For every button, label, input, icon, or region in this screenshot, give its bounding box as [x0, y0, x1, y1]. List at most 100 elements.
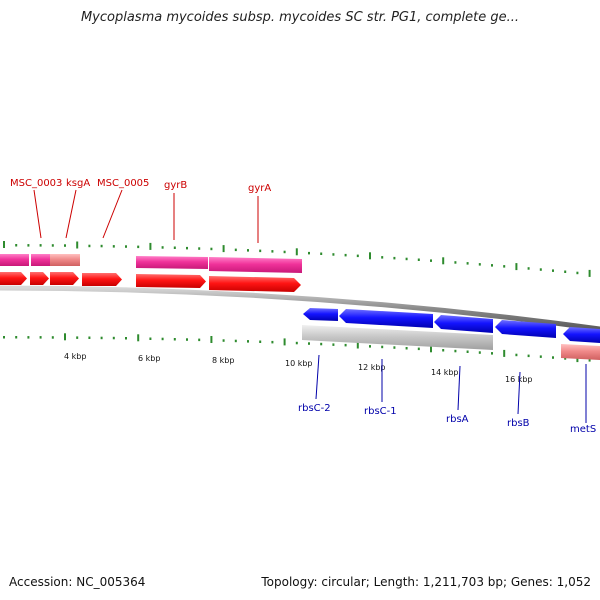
gene-label-gyra[interactable]: gyrA — [248, 183, 271, 194]
outer-tick-mark — [198, 247, 201, 250]
gene-arrow-gyra[interactable] — [209, 276, 301, 292]
inner-tick-mark — [271, 340, 274, 344]
inner-tick-mark — [100, 336, 103, 340]
outer-tick-mark — [27, 244, 30, 247]
scale-labels: 4 kbp 6 kbp 8 kbp 10 kbp 12 kbp 14 kbp 1… — [64, 352, 533, 384]
gene-label-rbsc1[interactable]: rbsC-1 — [364, 406, 397, 417]
outer-tick-row — [3, 241, 591, 277]
gene-arrow-rbsa[interactable] — [434, 315, 493, 333]
cds-feature-mets[interactable] — [561, 344, 600, 360]
scale-label-16kbp: 16 kbp — [505, 375, 533, 384]
outer-tick-mark — [64, 244, 66, 247]
inner-tick-mark — [552, 356, 554, 359]
inner-tick-mark — [76, 336, 79, 339]
outer-tick-mark — [393, 256, 396, 260]
outer-tick-mark — [234, 248, 237, 252]
forward-gene-labels: MSC_0003 ksgA MSC_0005 gyrB gyrA — [10, 178, 271, 243]
gene-label-rbsc2[interactable]: rbsC-2 — [298, 403, 331, 414]
forward-cds-track — [0, 254, 302, 273]
gene-label-msc0003[interactable]: MSC_0003 — [10, 178, 62, 189]
inner-tick-mark — [454, 349, 457, 353]
outer-tick-mark — [454, 261, 457, 264]
reverse-gene-track — [303, 308, 600, 343]
leader-line-msc0005 — [102, 189, 123, 239]
gene-arrow-rbsc1[interactable] — [339, 309, 433, 328]
inner-tick-mark — [515, 353, 518, 357]
outer-tick-mark — [332, 253, 335, 256]
gene-label-msc0005[interactable]: MSC_0005 — [97, 178, 149, 189]
outer-tick-mark — [210, 247, 213, 251]
cds-feature-msc0003[interactable] — [0, 254, 29, 266]
outer-tick-mark — [442, 257, 445, 265]
cds-feature-gyra[interactable] — [209, 257, 302, 273]
inner-tick-mark — [588, 359, 591, 362]
gene-arrow-gyrb[interactable] — [136, 274, 206, 288]
outer-tick-mark — [515, 263, 518, 271]
inner-tick-mark — [161, 337, 164, 341]
inner-tick-mark — [222, 339, 225, 342]
cds-feature-msc0005[interactable] — [50, 254, 80, 266]
scale-label-8kbp: 8 kbp — [212, 356, 234, 365]
inner-tick-mark — [39, 336, 42, 339]
inner-tick-mark — [259, 340, 262, 343]
gene-label-rbsb[interactable]: rbsB — [507, 418, 530, 429]
gene-arrow-ksga[interactable] — [30, 272, 49, 285]
outer-tick-mark — [283, 250, 286, 254]
inner-tick-mark — [369, 345, 371, 348]
inner-tick-mark — [320, 342, 323, 346]
inner-tick-mark — [478, 351, 481, 354]
inner-tick-mark — [3, 336, 5, 339]
gene-label-mets[interactable]: metS — [570, 424, 596, 435]
gene-arrow-rbsb[interactable] — [495, 320, 556, 338]
inner-tick-mark — [344, 343, 347, 347]
outer-tick-mark — [308, 251, 310, 255]
genome-summary-text: Topology: circular; Length: 1,211,703 bp… — [261, 575, 591, 589]
inner-tick-mark — [64, 333, 66, 341]
gene-arrow-msc0005-b[interactable] — [82, 273, 122, 286]
inner-tick-mark — [466, 350, 469, 353]
inner-tick-mark — [430, 345, 432, 353]
inner-tick-mark — [247, 340, 249, 343]
outer-tick-mark — [247, 249, 249, 252]
outer-tick-mark — [539, 268, 542, 271]
outer-tick-mark — [149, 242, 152, 250]
outer-tick-mark — [356, 254, 359, 258]
gene-label-gyrb[interactable]: gyrB — [164, 180, 187, 191]
inner-tick-mark — [51, 336, 54, 339]
cds-feature-rbsc[interactable] — [302, 325, 493, 350]
inner-tick-row — [3, 333, 591, 363]
map-title: Mycoplasma mycoides subsp. mycoides SC s… — [80, 10, 520, 25]
inner-tick-mark — [393, 346, 396, 349]
inner-tick-mark — [198, 338, 201, 342]
outer-tick-mark — [564, 270, 567, 273]
inner-tick-mark — [356, 341, 359, 349]
outer-tick-mark — [320, 252, 323, 255]
inner-tick-mark — [564, 357, 567, 360]
outer-tick-mark — [417, 258, 420, 261]
outer-tick-mark — [491, 264, 493, 267]
inner-tick-mark — [539, 355, 542, 358]
outer-tick-mark — [112, 245, 115, 248]
outer-tick-mark — [186, 246, 188, 250]
gene-arrow-mets[interactable] — [563, 327, 600, 343]
reverse-cds-track — [302, 325, 600, 360]
gene-arrow-rbsc2[interactable] — [303, 308, 338, 321]
outer-tick-mark — [430, 259, 432, 262]
outer-tick-mark — [15, 244, 18, 247]
inner-tick-mark — [332, 343, 335, 346]
gene-arrow-msc0003[interactable] — [0, 272, 27, 285]
outer-tick-mark — [405, 257, 408, 261]
outer-tick-mark — [466, 262, 469, 265]
outer-tick-mark — [588, 269, 591, 277]
inner-tick-mark — [491, 352, 493, 355]
cds-feature-gyrb[interactable] — [136, 256, 208, 269]
outer-tick-mark — [76, 241, 79, 249]
leader-line-rbsa — [457, 365, 461, 411]
forward-gene-track — [0, 272, 301, 292]
cds-feature-ksga[interactable] — [31, 254, 50, 266]
leader-line-ksga — [65, 189, 77, 239]
gene-label-ksga[interactable]: ksgA — [66, 178, 90, 189]
gene-label-rbsa[interactable]: rbsA — [446, 414, 469, 425]
gene-arrow-msc0005-a[interactable] — [50, 272, 79, 285]
